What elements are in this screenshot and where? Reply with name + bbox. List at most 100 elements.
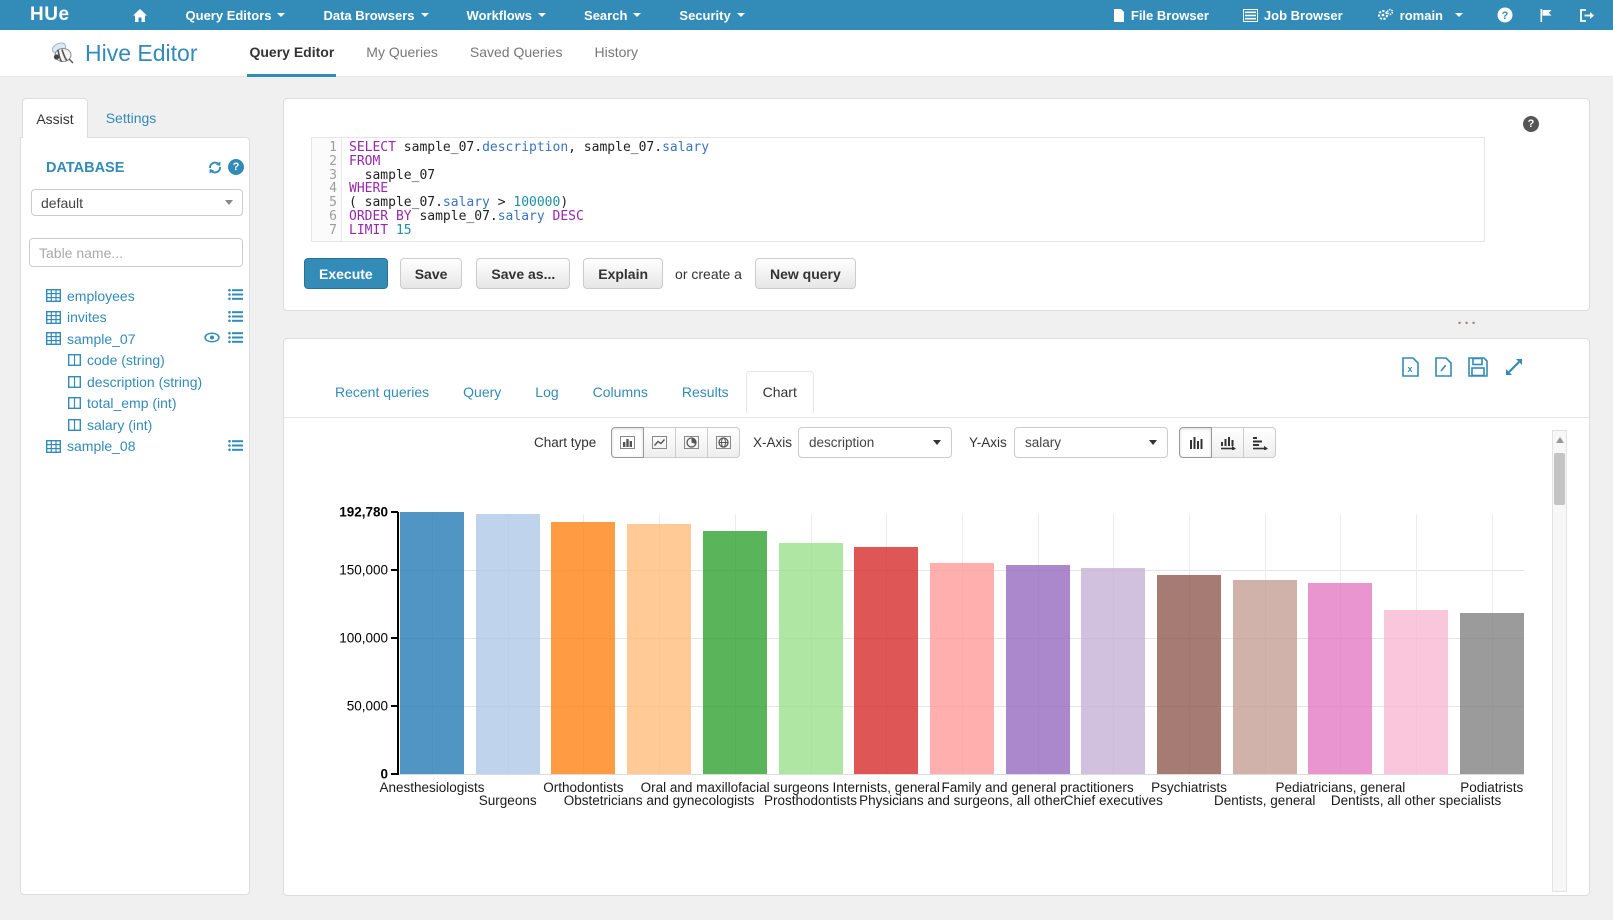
execute-button[interactable]: Execute: [304, 258, 388, 289]
hue-logo[interactable]: HUe: [30, 4, 70, 25]
list-icon[interactable]: [228, 331, 243, 344]
nav-workflows[interactable]: Workflows: [467, 8, 547, 23]
table-item-sample-07[interactable]: sample_07: [21, 328, 251, 350]
x-axis-category-label: Obstetricians and gynecologists: [563, 793, 755, 808]
bar-internists-general[interactable]: [854, 546, 919, 774]
x-axis-category-label: Dentists, all other specialists: [1330, 793, 1502, 808]
chart-type-bars-button[interactable]: [611, 427, 644, 458]
job-browser-link[interactable]: Job Browser: [1242, 8, 1343, 23]
logout-icon[interactable]: [1579, 8, 1595, 23]
user-menu[interactable]: romain: [1377, 8, 1463, 23]
y-axis-tick-label: 100,000: [339, 630, 388, 646]
bars-vertical-button[interactable]: [1179, 427, 1212, 458]
column-item-total-emp-int[interactable]: total_emp (int): [21, 393, 251, 415]
scroll-up-arrow[interactable]: [1556, 437, 1564, 443]
bars-grouped-timeline-button[interactable]: [1211, 427, 1244, 458]
table-item-invites[interactable]: invites: [21, 307, 251, 329]
top-navbar: HUe Query Editors Data Browsers Workflows S…: [0, 0, 1613, 30]
chart-type-map-button[interactable]: [707, 427, 740, 458]
tab-query-editor[interactable]: Query Editor: [247, 30, 337, 77]
bars-stacked-timeline-button[interactable]: [1243, 427, 1276, 458]
table-item-sample-08[interactable]: sample_08: [21, 436, 251, 458]
result-tab-recent-queries[interactable]: Recent queries: [335, 384, 430, 400]
x-axis-select[interactable]: description: [798, 427, 952, 458]
help-button[interactable]: ?: [1497, 7, 1513, 23]
column-item-description-string[interactable]: description (string): [21, 371, 251, 393]
eye-icon[interactable]: [204, 331, 220, 344]
bar-pediatricians-general[interactable]: [1308, 582, 1373, 774]
bar-podiatrists[interactable]: [1459, 612, 1524, 774]
download-xls-icon[interactable]: x: [1402, 357, 1419, 377]
bar-obstetricians-and-gynecologists[interactable]: [627, 524, 692, 774]
bar-physicians-and-surgeons-all-other[interactable]: [929, 563, 994, 774]
x-axis-category-label: Orthodontists: [543, 780, 624, 795]
bar-orthodontists[interactable]: [551, 522, 616, 774]
chevron-down-icon: [736, 13, 745, 17]
scrollbar-thumb[interactable]: [1554, 453, 1565, 505]
bar-chief-executives[interactable]: [1081, 568, 1146, 774]
bar-oral-and-maxillofacial-surgeons[interactable]: [702, 531, 767, 774]
tab-my-queries[interactable]: My Queries: [366, 43, 438, 60]
table-item-employees[interactable]: employees: [21, 285, 251, 307]
explain-button[interactable]: Explain: [583, 258, 664, 289]
download-csv-icon[interactable]: [1435, 357, 1452, 377]
sql-line: LIMIT 15: [349, 222, 412, 238]
bar-dentists-general[interactable]: [1232, 579, 1297, 774]
database-help-icon[interactable]: ?: [228, 159, 244, 175]
result-tab-columns[interactable]: Columns: [592, 384, 648, 400]
vertical-scrollbar[interactable]: [1552, 430, 1567, 892]
tab-assist[interactable]: Assist: [22, 98, 88, 138]
file-browser-link[interactable]: File Browser: [1113, 8, 1209, 23]
content-area: Assist Settings DATABASE ? default emplo…: [0, 77, 1613, 920]
bar-surgeons[interactable]: [475, 513, 540, 774]
bar-anesthesiologists[interactable]: [400, 512, 464, 774]
tab-history[interactable]: History: [594, 43, 639, 60]
column-icon: [68, 397, 81, 410]
nav-search[interactable]: Search: [584, 8, 642, 23]
y-axis-select[interactable]: salary: [1014, 427, 1168, 458]
sql-line: FROM: [349, 153, 381, 169]
nav-security[interactable]: Security: [679, 8, 745, 23]
chevron-down-icon: [933, 440, 941, 445]
column-item-salary-int[interactable]: salary (int): [21, 414, 251, 436]
svg-text:x: x: [1407, 364, 1412, 374]
refresh-icon[interactable]: [207, 160, 223, 175]
flag-icon[interactable]: [1539, 8, 1553, 23]
list-icon[interactable]: [228, 310, 243, 323]
new-query-button[interactable]: New query: [754, 258, 856, 289]
bar-psychiatrists[interactable]: [1157, 575, 1221, 774]
home-icon[interactable]: [132, 8, 148, 23]
nav-data-browsers[interactable]: Data Browsers: [323, 8, 429, 23]
result-tab-query[interactable]: Query: [463, 384, 502, 400]
list-icon[interactable]: [228, 288, 243, 301]
bar-prosthodontists[interactable]: [778, 543, 843, 774]
nav-query-editors[interactable]: Query Editors: [186, 8, 286, 23]
chart-type-pie-button[interactable]: [675, 427, 708, 458]
table-filter-input[interactable]: [29, 238, 243, 267]
chart-type-line-button[interactable]: [643, 427, 676, 458]
save-as-button[interactable]: Save as...: [476, 258, 571, 289]
list-icon[interactable]: [228, 439, 243, 452]
app-header: Hive Editor Query Editor My Queries Saved …: [0, 30, 1613, 77]
chevron-down-icon: [277, 13, 286, 17]
database-select[interactable]: default: [31, 189, 243, 216]
column-icon: [68, 418, 81, 431]
column-item-code-string[interactable]: code (string): [21, 350, 251, 372]
y-axis-tick: [391, 773, 398, 775]
fullscreen-icon[interactable]: [1504, 357, 1524, 377]
save-button[interactable]: Save: [399, 258, 463, 289]
tab-settings[interactable]: Settings: [105, 110, 157, 126]
result-tab-log[interactable]: Log: [535, 384, 559, 400]
line-number: 3: [329, 167, 337, 183]
save-results-icon[interactable]: [1468, 357, 1488, 377]
bar-family-and-general-practitioners[interactable]: [1005, 565, 1070, 774]
bar-dentists-all-other-specialists[interactable]: [1384, 610, 1449, 774]
panel-resize-handle[interactable]: ···: [1457, 315, 1479, 332]
assist-panel: DATABASE ? default employees invites sampl…: [20, 137, 250, 895]
result-tab-results[interactable]: Results: [681, 384, 729, 400]
y-axis-tick-label: 150,000: [339, 562, 388, 578]
editor-help-icon[interactable]: ?: [1523, 116, 1539, 132]
tab-saved-queries[interactable]: Saved Queries: [469, 43, 563, 60]
result-tab-chart[interactable]: Chart: [745, 371, 814, 414]
